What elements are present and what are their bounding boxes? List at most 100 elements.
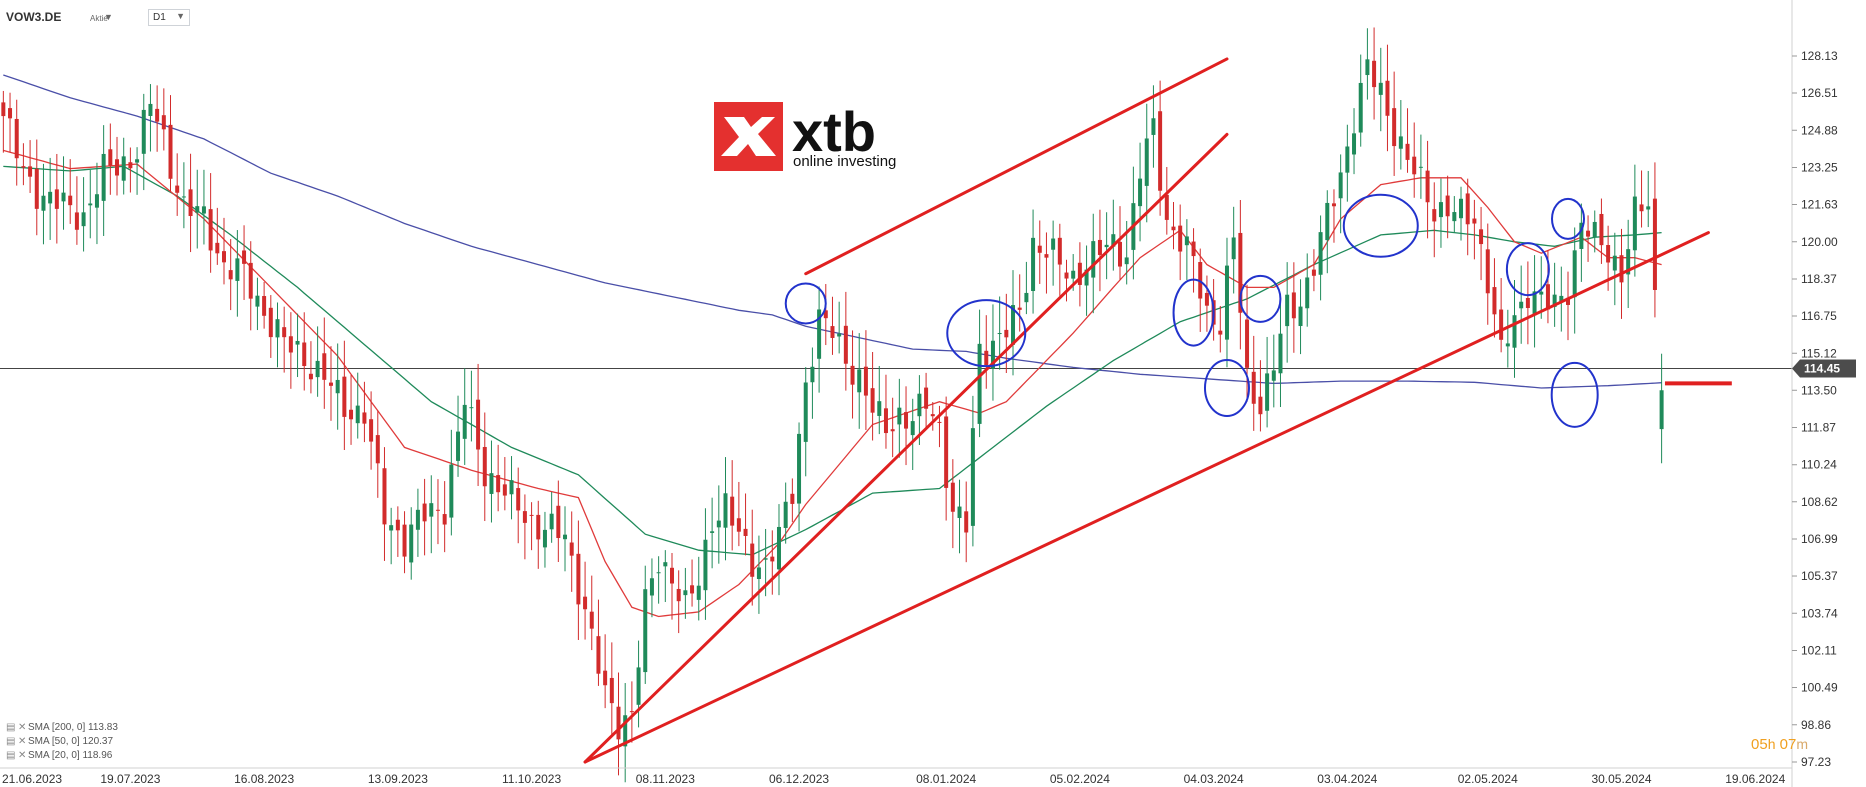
candle (308, 341, 313, 394)
candle-body (28, 166, 33, 177)
candle (1251, 335, 1256, 431)
candle (222, 217, 226, 285)
settings-icon[interactable]: ▤ (6, 750, 16, 761)
candle (576, 520, 581, 640)
settings-icon[interactable]: ▤ (6, 736, 16, 747)
candle (1224, 237, 1229, 368)
candle-body (1, 102, 6, 117)
price-tick-label: 116.75 (1801, 309, 1837, 323)
candle (623, 683, 628, 783)
highlight-circle (946, 299, 1027, 368)
candle-body (1499, 309, 1504, 340)
candle (522, 494, 527, 560)
candle (61, 156, 66, 230)
candle (863, 330, 868, 430)
candle-body (536, 514, 541, 540)
legend-sma20[interactable]: ▤ ✕ SMA [20, 0] 118.96 (6, 749, 118, 763)
candle-body (890, 429, 895, 432)
candle-body (1586, 230, 1591, 237)
candle-body (302, 342, 307, 366)
candle (215, 207, 220, 265)
candle (596, 599, 601, 686)
close-icon[interactable]: ✕ (18, 750, 27, 761)
time-tick-label: 02.05.2024 (1458, 772, 1518, 786)
candle (1479, 206, 1484, 281)
candle-body (435, 509, 440, 511)
candle-body (1405, 143, 1410, 160)
candle-body (1251, 371, 1256, 404)
candle (1432, 182, 1437, 258)
candle-body (1512, 315, 1517, 348)
candle-body (389, 525, 394, 531)
time-tick-label: 30.05.2024 (1591, 772, 1651, 786)
candle (28, 140, 33, 193)
candle-body (1392, 108, 1397, 147)
candle (1077, 242, 1082, 307)
candle (736, 481, 741, 547)
close-icon[interactable]: ✕ (18, 722, 27, 733)
candle-body (315, 360, 320, 378)
candle-body (569, 542, 574, 556)
candle-body (1659, 390, 1664, 430)
candle (288, 312, 293, 389)
price-tick-label: 113.50 (1801, 383, 1837, 397)
candle (1338, 154, 1343, 234)
candle (389, 507, 394, 565)
candle-body (8, 108, 13, 119)
time-tick-label: 08.01.2024 (916, 772, 976, 786)
symbol-name[interactable]: VOW3.DE (6, 10, 62, 24)
candle-body (823, 310, 828, 319)
legend-sma50[interactable]: ▤ ✕ SMA [50, 0] 120.37 (6, 735, 118, 749)
logo-tagline: online investing (793, 153, 896, 170)
candle-body (382, 468, 387, 525)
timeframe-select[interactable]: D1 ▼ (148, 9, 190, 26)
candle-timer: 05h 07m (1751, 736, 1808, 753)
candle (181, 162, 186, 229)
candle-body (34, 168, 39, 209)
candle-body (1224, 265, 1229, 340)
close-icon[interactable]: ✕ (18, 736, 27, 747)
settings-icon[interactable]: ▤ (6, 722, 16, 733)
candle-body (509, 480, 514, 495)
candle (101, 125, 106, 236)
candle-body (1124, 257, 1129, 265)
candle-body (54, 189, 59, 209)
legend-sma200[interactable]: ▤ ✕ SMA [200, 0] 113.83 (6, 721, 118, 735)
candle (68, 159, 73, 224)
candle (1158, 80, 1163, 216)
candle-body (770, 556, 775, 562)
symbol-dropdown-icon[interactable]: ▼ (104, 12, 113, 22)
candle (21, 143, 26, 186)
candle-body (857, 369, 862, 393)
candle (409, 507, 414, 580)
price-tick-label: 118.37 (1801, 272, 1837, 286)
candle (1271, 334, 1276, 408)
candle (1151, 85, 1156, 168)
candle-body (476, 399, 481, 450)
candle-body (957, 506, 962, 518)
candle (1372, 27, 1377, 120)
candle (128, 147, 133, 193)
candle (1258, 360, 1263, 432)
candle-body (1632, 196, 1637, 251)
candle (228, 239, 233, 311)
candle-body (1606, 245, 1611, 263)
candle-body (201, 206, 206, 214)
candle (395, 506, 400, 557)
candle (830, 296, 835, 355)
highlight-circle (1505, 242, 1550, 297)
candle (14, 99, 19, 186)
candle-body (656, 572, 661, 574)
candle (1659, 353, 1664, 464)
candle (1311, 249, 1316, 292)
candle (1405, 108, 1410, 173)
candle-body (1144, 138, 1149, 186)
candle (1632, 164, 1637, 277)
price-tick-label: 115.12 (1801, 346, 1837, 360)
candle (375, 410, 380, 498)
candle (342, 340, 347, 451)
candle-body (1646, 206, 1651, 210)
candle-body (48, 191, 53, 204)
candle-body (977, 343, 982, 424)
